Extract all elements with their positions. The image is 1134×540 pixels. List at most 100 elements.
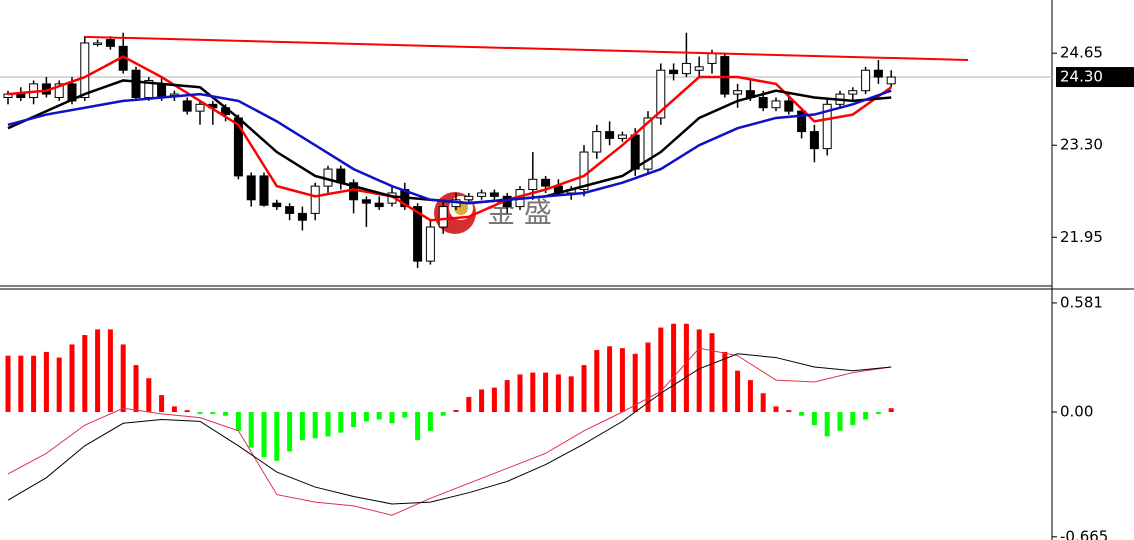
macd-bar — [453, 410, 459, 412]
candle-body — [438, 206, 448, 228]
candle-body — [809, 131, 819, 150]
macd-bar — [760, 393, 766, 412]
candle-body — [489, 192, 499, 197]
macd-bar — [120, 344, 126, 412]
candle-body — [182, 100, 192, 112]
macd-bar — [107, 329, 113, 412]
candle-body — [541, 178, 551, 187]
macd-bar — [671, 323, 677, 412]
macd-bar — [543, 372, 549, 412]
candle-body — [16, 93, 26, 99]
candle-body — [374, 202, 384, 208]
candle-body — [425, 226, 435, 262]
macd-bar — [479, 389, 485, 412]
candle-body — [528, 178, 538, 191]
macd-bar — [658, 327, 664, 412]
candle-body — [886, 76, 896, 85]
series-line — [7, 55, 892, 222]
y-tick-label: 0.581 — [1060, 293, 1103, 311]
candle-body — [336, 168, 346, 184]
candle-body — [297, 212, 307, 221]
series-line — [7, 353, 892, 505]
candle-body — [272, 202, 282, 208]
macd-bar — [402, 411, 408, 418]
candle-body — [720, 56, 730, 95]
macd-bar — [555, 374, 561, 412]
macd-bar — [415, 411, 421, 441]
macd-bar — [888, 408, 894, 412]
macd-bar — [312, 411, 318, 439]
candle-body — [259, 175, 269, 206]
macd-bar — [197, 411, 203, 414]
macd-bar — [811, 411, 817, 426]
macd-bar — [338, 411, 344, 433]
macd-bar — [248, 411, 254, 448]
candle-body — [105, 39, 115, 47]
macd-bar — [325, 411, 331, 437]
macd-bar — [735, 370, 741, 412]
candle-body — [310, 185, 320, 214]
macd-bar — [223, 411, 229, 416]
macd-bar — [837, 411, 843, 431]
macd-bar — [773, 406, 779, 412]
macd-bar — [863, 411, 869, 420]
macd-bar — [235, 411, 241, 431]
macd-bar — [274, 411, 280, 461]
price-marker-box — [1056, 67, 1134, 88]
candle-body — [656, 69, 666, 119]
candle-body — [630, 134, 640, 170]
candle-body — [771, 100, 781, 109]
macd-bar — [696, 329, 702, 412]
y-tick-label: 0.00 — [1060, 402, 1093, 420]
macd-bar — [56, 357, 62, 412]
macd-bar — [722, 351, 728, 412]
candle-body — [477, 192, 487, 197]
price-marker-label: 24.30 — [1060, 68, 1103, 86]
y-tick-label: 21.95 — [1060, 228, 1103, 246]
macd-bar — [824, 411, 830, 437]
candle-body — [617, 134, 627, 139]
candle-body — [873, 69, 883, 78]
macd-bar — [440, 411, 446, 416]
macd-bar — [389, 411, 395, 424]
macd-bar — [210, 411, 216, 414]
macd-bar — [607, 346, 613, 412]
macd-bar — [799, 411, 805, 416]
macd-bar — [427, 411, 433, 431]
macd-bar — [82, 335, 88, 412]
candle-body — [784, 100, 794, 112]
series-line — [84, 35, 969, 61]
macd-bar — [568, 376, 574, 412]
macd-bar — [632, 353, 638, 412]
candle-body — [733, 90, 743, 95]
macd-bar — [43, 351, 49, 412]
y-tick-label: 24.65 — [1060, 44, 1103, 62]
macd-bar — [133, 365, 139, 412]
macd-bar — [159, 395, 165, 412]
candle-body — [246, 175, 256, 201]
candle-body — [861, 69, 871, 92]
macd-bar — [875, 411, 881, 414]
y-tick-label: 23.30 — [1060, 136, 1103, 154]
macd-bar — [581, 365, 587, 412]
macd-bar — [5, 355, 11, 412]
macd-bar — [363, 411, 369, 422]
candle-body — [694, 66, 704, 71]
candle-body — [579, 151, 589, 191]
candle-body — [54, 83, 64, 99]
candle-body — [669, 69, 679, 75]
candle-body — [822, 103, 832, 150]
macd-bar — [184, 410, 190, 412]
candle-body — [797, 110, 807, 133]
candle-body — [80, 42, 90, 98]
macd-bar — [491, 387, 497, 412]
macd-bar — [594, 350, 600, 412]
series-line — [7, 347, 892, 516]
macd-bar — [530, 372, 536, 412]
macd-bar — [683, 323, 689, 412]
macd-bar — [351, 411, 357, 428]
candle-body — [681, 62, 691, 75]
macd-bar — [376, 411, 382, 420]
macd-bar — [850, 411, 856, 426]
